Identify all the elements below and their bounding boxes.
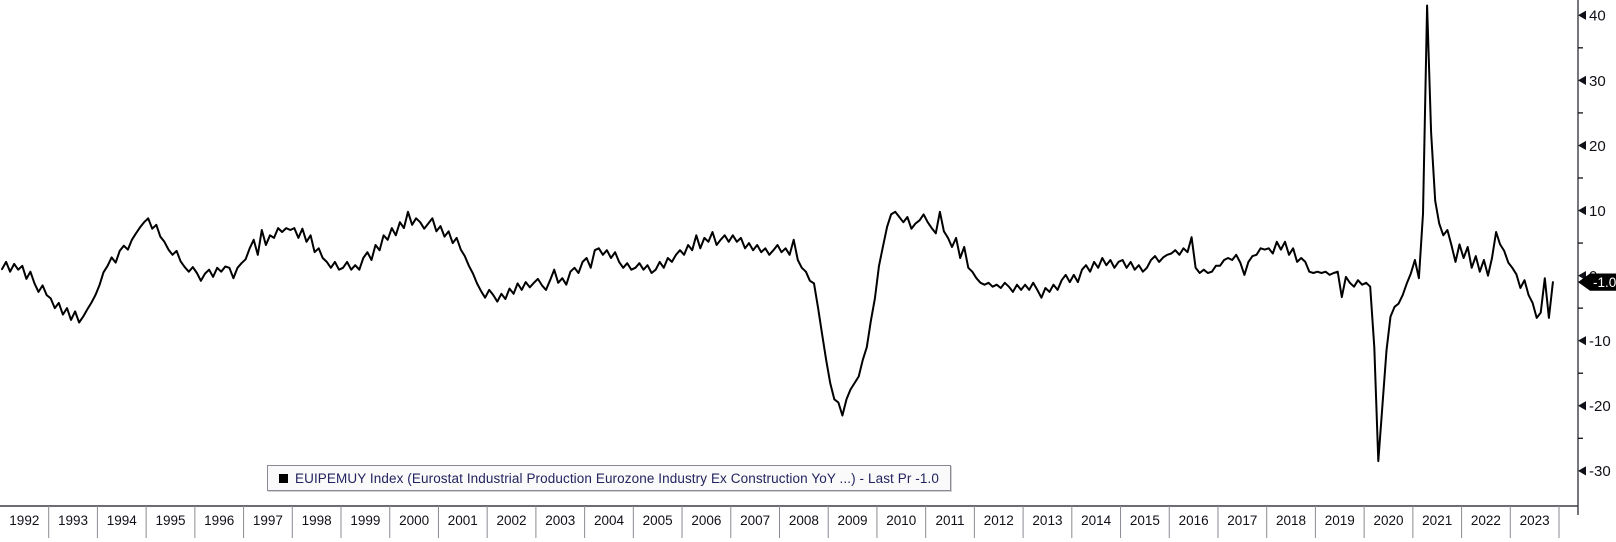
- year-label: 1998: [302, 513, 332, 528]
- year-label: 2017: [1227, 513, 1257, 528]
- year-label: 1993: [58, 513, 88, 528]
- last-price-badge: [1578, 273, 1616, 291]
- year-label: 2002: [497, 513, 527, 528]
- y-tick-label: -30: [1589, 463, 1611, 480]
- year-label: 2000: [399, 513, 429, 528]
- y-tick-arrow-icon: [1578, 140, 1586, 151]
- last-price-label: -1.0: [1593, 275, 1616, 290]
- year-label: 2004: [594, 513, 625, 528]
- y-tick-label: -10: [1589, 333, 1611, 350]
- year-label: 1995: [155, 513, 185, 528]
- year-label: 2005: [643, 513, 673, 528]
- series-marker-icon: [279, 473, 288, 483]
- y-tick-label: 40: [1589, 8, 1606, 25]
- y-tick-label: 20: [1589, 138, 1606, 155]
- year-label: 2008: [789, 513, 819, 528]
- y-tick-arrow-icon: [1578, 205, 1586, 216]
- y-tick-arrow-icon: [1578, 466, 1586, 476]
- year-label: 2016: [1179, 513, 1209, 528]
- year-label: 2009: [838, 513, 868, 528]
- y-tick-arrow-icon: [1578, 75, 1586, 85]
- y-tick-arrow-icon: [1578, 336, 1586, 346]
- year-label: 2018: [1276, 513, 1306, 528]
- year-label: 2015: [1130, 513, 1160, 528]
- year-label: 2010: [886, 513, 916, 528]
- year-label: 1994: [107, 513, 138, 528]
- year-label: 2021: [1422, 513, 1452, 528]
- year-label: 2001: [448, 513, 478, 528]
- year-label: 2013: [1032, 513, 1062, 528]
- year-label: 1997: [253, 513, 283, 528]
- year-label: 2023: [1520, 513, 1550, 528]
- year-label: 2022: [1471, 513, 1501, 528]
- year-label: 2003: [545, 513, 575, 528]
- year-label: 1999: [350, 513, 380, 528]
- year-label: 2006: [691, 513, 721, 528]
- y-tick-label: 30: [1589, 73, 1606, 90]
- y-tick-label: 10: [1589, 203, 1606, 220]
- year-label: 2020: [1373, 513, 1403, 528]
- year-label: 2007: [740, 513, 770, 528]
- series-line[interactable]: [1, 4, 1554, 463]
- y-tick-arrow-icon: [1578, 401, 1586, 411]
- chart-legend[interactable]: EUIPEMUY Index (Eurostat Industrial Prod…: [267, 465, 951, 491]
- year-label: 2014: [1081, 513, 1112, 528]
- year-label: 2019: [1325, 513, 1355, 528]
- year-label: 1992: [9, 513, 39, 528]
- year-label: 2012: [984, 513, 1014, 528]
- year-label: 1996: [204, 513, 234, 528]
- year-label: 2011: [935, 513, 964, 528]
- y-tick-label: -20: [1589, 398, 1611, 415]
- legend-label: EUIPEMUY Index (Eurostat Industrial Prod…: [295, 470, 939, 486]
- y-tick-arrow-icon: [1578, 10, 1586, 20]
